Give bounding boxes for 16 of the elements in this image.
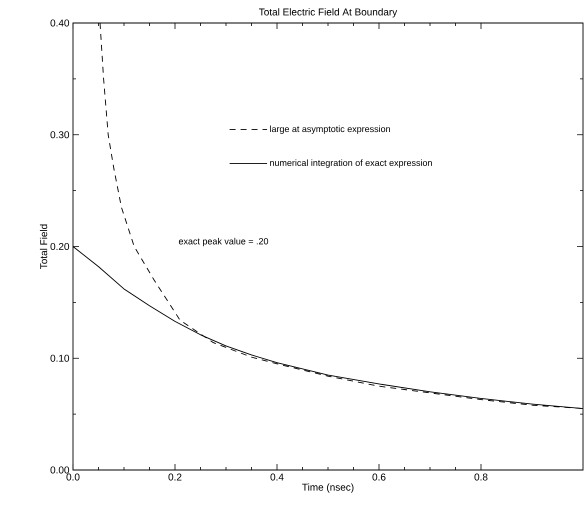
- y-tick-label: 0.20: [50, 242, 70, 250]
- x-tick-label: 0.6: [372, 474, 386, 481]
- y-tick-label: 0.00: [50, 466, 70, 474]
- y-tick-label: 0.10: [50, 354, 70, 362]
- legend-label: large at asymptotic expression: [270, 126, 390, 134]
- y-tick-label: 0.30: [50, 131, 70, 138]
- annotation: exact peak value = .20: [178, 238, 268, 246]
- x-tick-label: 0.0: [66, 474, 80, 481]
- y-axis-title: Total Field: [40, 224, 48, 269]
- chart-title: Total Electric Field At Boundary: [259, 8, 398, 18]
- x-tick-label: 0.4: [270, 474, 284, 481]
- x-tick-label: 0.8: [474, 474, 488, 481]
- y-tick-label: 0.40: [50, 19, 70, 27]
- legend-label: numerical integration of exact expression: [270, 159, 432, 168]
- x-axis-title: Time (nsec): [302, 483, 354, 493]
- x-tick-label: 0.2: [168, 474, 182, 481]
